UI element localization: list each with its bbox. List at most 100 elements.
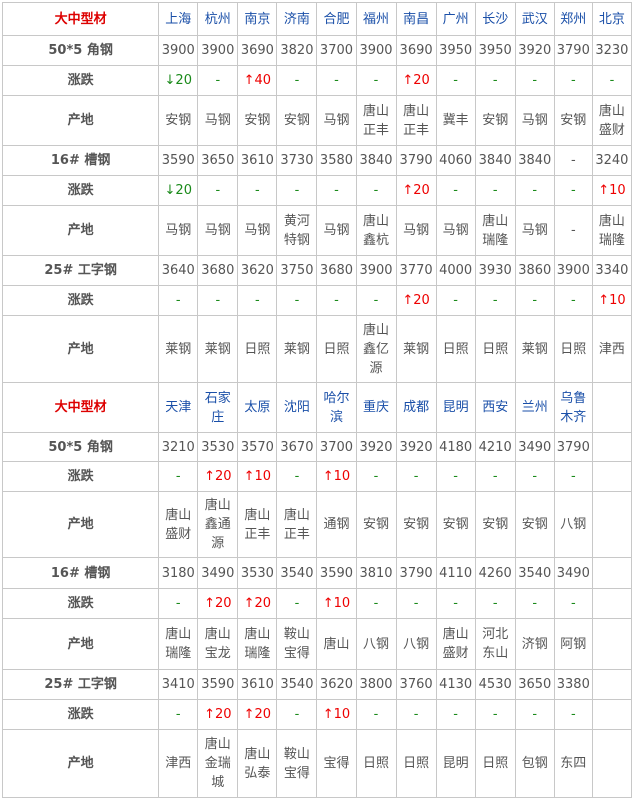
price: 3640 (158, 255, 199, 286)
city: 南昌 (395, 2, 437, 36)
price: 3900 (158, 35, 199, 66)
origin: 马钢 (158, 205, 199, 256)
change: - (276, 65, 318, 96)
change: - (355, 65, 397, 96)
price: 3920 (395, 432, 437, 462)
change: - (158, 461, 199, 492)
city: 西安 (474, 382, 516, 433)
origin-row: 产地 唐山瑞隆 唐山宝龙 唐山瑞隆 鞍山宝得 唐山 八钢 八钢 唐山盛财 河北东山 济钢 阿钢 (1, 618, 633, 670)
origin: 八钢 (355, 618, 397, 670)
change-row: 涨跌 - ↑20 ↑20- ↑10- - - - - - (1, 588, 633, 619)
change: - (158, 588, 199, 619)
change: - (435, 285, 476, 316)
origin: 莱钢 (395, 315, 437, 383)
origin: 马钢 (514, 205, 555, 256)
origin: 安钢 (276, 95, 318, 146)
origin-row: 产地 津西 唐山金瑞城 唐山弘泰 鞍山宝得 宝得 日照 日照 昆明 日照 包钢 东四 (1, 729, 633, 798)
origin: 马钢 (435, 205, 476, 256)
change: - (276, 699, 318, 730)
price: 3610 (237, 669, 278, 700)
price: 3900 (355, 35, 397, 66)
origin: 马钢 (237, 205, 278, 256)
change: - (553, 65, 593, 96)
change: - (395, 588, 437, 619)
origin: 马钢 (316, 205, 357, 256)
origin: 唐山 (316, 618, 357, 670)
change: ↑20 (395, 285, 437, 316)
price: 3650 (514, 669, 555, 700)
price: 4110 (435, 557, 476, 589)
city: 重庆 (355, 382, 397, 433)
price: 3580 (316, 145, 357, 176)
price: 4530 (474, 669, 516, 700)
change-label: 涨跌 (1, 285, 160, 316)
origin: 阿钢 (553, 618, 593, 670)
city: 太原 (237, 382, 278, 433)
origin: 莱钢 (197, 315, 239, 383)
change: ↑20 (237, 699, 278, 730)
price: 3620 (316, 669, 357, 700)
origin: 唐山瑞隆 (591, 205, 633, 256)
change: ↑10 (316, 699, 357, 730)
change: - (435, 588, 476, 619)
city: 北京 (591, 2, 633, 36)
price: 3900 (553, 255, 593, 286)
price: 3490 (514, 432, 555, 462)
origin: 唐山金瑞城 (197, 729, 239, 798)
change: - (435, 175, 476, 206)
price-row: 50*5 角钢 3900 3900 3690 3820 3700 3900 3690 3950 3… (1, 35, 633, 66)
origin: 唐山宝龙 (197, 618, 239, 670)
origin-row: 产地 莱钢 莱钢 日照 莱钢 日照 唐山鑫亿源 莱钢 日照 日照 莱钢 日照 津西 (1, 315, 633, 383)
city: 哈尔滨 (316, 382, 357, 433)
change: - (553, 285, 593, 316)
price: 3790 (395, 145, 437, 176)
price: 3930 (474, 255, 516, 286)
change: ↑20 (197, 588, 239, 619)
change: ↑20 (197, 699, 239, 730)
change (591, 699, 633, 730)
change: - (237, 285, 278, 316)
origin: 宝得 (316, 729, 357, 798)
origin: 安钢 (158, 95, 199, 146)
change: ↑20 (395, 175, 437, 206)
origin: 安钢 (474, 95, 516, 146)
city: 上海 (158, 2, 199, 36)
price: 3650 (197, 145, 239, 176)
price: 3920 (355, 432, 397, 462)
change-row: 涨跌 - - - - - - ↑20- - - - ↑10 (1, 285, 633, 316)
origin-label: 产地 (1, 205, 160, 256)
price: 3410 (158, 669, 199, 700)
price: - (553, 145, 593, 176)
change-label: 涨跌 (1, 588, 160, 619)
change (591, 461, 633, 492)
origin: 马钢 (395, 205, 437, 256)
change (591, 588, 633, 619)
origin: 唐山正丰 (355, 95, 397, 146)
city: 南京 (237, 2, 278, 36)
change: - (553, 699, 593, 730)
change: ↑40 (237, 65, 278, 96)
city: 乌鲁木齐 (553, 382, 593, 433)
price: 3700 (316, 35, 357, 66)
change-label: 涨跌 (1, 461, 160, 492)
price: 4130 (435, 669, 476, 700)
origin: 马钢 (514, 95, 555, 146)
city: 长沙 (474, 2, 516, 36)
origin: 日照 (474, 729, 516, 798)
header-label: 大中型材 (1, 382, 160, 433)
change: - (276, 461, 318, 492)
change: ↑20 (197, 461, 239, 492)
origin: 日照 (316, 315, 357, 383)
origin: 唐山正丰 (395, 95, 437, 146)
city: 福州 (355, 2, 397, 36)
change: - (355, 588, 397, 619)
price: 4260 (474, 557, 516, 589)
change: - (395, 699, 437, 730)
price: 3680 (316, 255, 357, 286)
change: ↑10 (591, 175, 633, 206)
origin: 莱钢 (158, 315, 199, 383)
city: 广州 (435, 2, 476, 36)
origin: 安钢 (237, 95, 278, 146)
origin: 东四 (553, 729, 593, 798)
change: - (316, 285, 357, 316)
